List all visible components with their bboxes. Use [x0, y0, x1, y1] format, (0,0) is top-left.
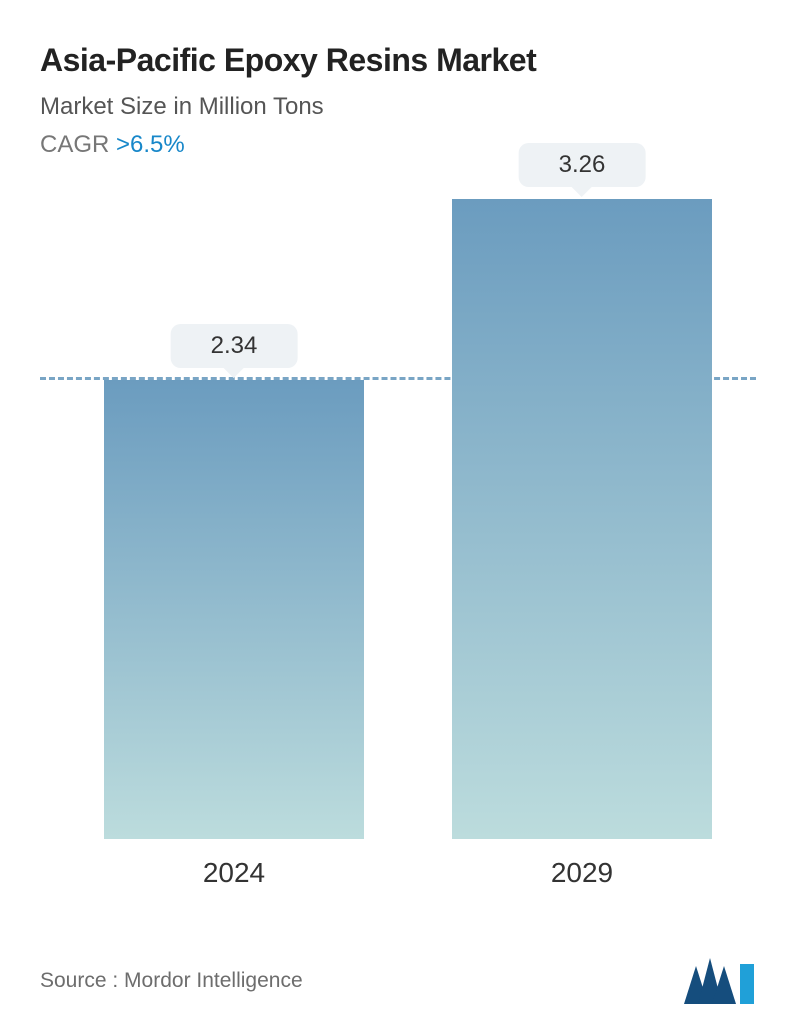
- bar-value-label: 3.26: [519, 143, 646, 187]
- cagr-line: CAGR >6.5%: [40, 131, 756, 159]
- bar: 3.26: [452, 199, 712, 839]
- x-axis-label: 2024: [104, 857, 364, 889]
- x-axis-label: 2029: [452, 857, 712, 889]
- bar-fill: [452, 199, 712, 839]
- brand-logo: [684, 958, 756, 1004]
- chart-subtitle: Market Size in Million Tons: [40, 93, 756, 121]
- cagr-label: CAGR: [40, 131, 116, 158]
- logo-icon: [684, 958, 756, 1004]
- chart-title: Asia-Pacific Epoxy Resins Market: [40, 42, 756, 79]
- bar-value-label: 2.34: [171, 324, 298, 368]
- bar: 2.34: [104, 380, 364, 839]
- chart-card: Asia-Pacific Epoxy Resins Market Market …: [0, 0, 796, 1034]
- cagr-value: >6.5%: [116, 131, 185, 158]
- footer: Source : Mordor Intelligence: [40, 958, 756, 1004]
- source-label: Source : Mordor Intelligence: [40, 969, 303, 993]
- bar-fill: [104, 380, 364, 839]
- bar-chart: 2.34 2024 3.26 2029: [40, 199, 756, 899]
